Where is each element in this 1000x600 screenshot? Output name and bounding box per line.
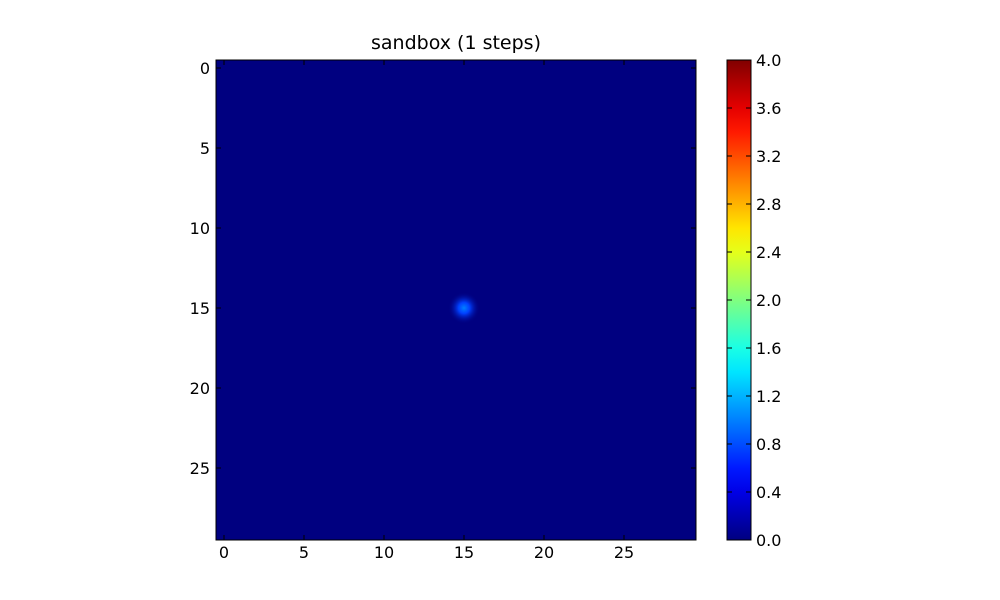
chart-title: sandbox (1 steps) — [371, 32, 541, 54]
colorbar-tick-label: 2.4 — [756, 243, 781, 262]
colorbar-tick-label: 3.2 — [756, 147, 781, 166]
colorbar-tick-label: 0.8 — [756, 435, 781, 454]
colorbar-tick-label: 1.2 — [756, 387, 781, 406]
colorbar-tick-label: 2.8 — [756, 195, 781, 214]
x-tick-label: 25 — [614, 543, 634, 562]
colorbar-tick-label: 0.4 — [756, 483, 781, 502]
x-tick-label: 15 — [454, 543, 474, 562]
y-tick-label: 5 — [200, 139, 210, 158]
y-tick-label: 0 — [200, 59, 210, 78]
colorbar: 0.0 0.4 0.8 1.2 1.6 2.0 2.4 2.8 3.2 3.6 4.0 — [726, 51, 781, 550]
y-tick-label: 25 — [190, 459, 210, 478]
y-tick-label: 15 — [190, 299, 210, 318]
x-tick-label: 10 — [374, 543, 394, 562]
colorbar-tick-label: 4.0 — [756, 51, 781, 70]
colorbar-tick-label: 2.0 — [756, 291, 781, 310]
heatmap-cell — [448, 292, 480, 324]
x-tick-label: 5 — [299, 543, 309, 562]
x-tick-label: 20 — [534, 543, 554, 562]
colorbar-tick-label: 0.0 — [756, 531, 781, 550]
axes: 0 5 10 15 20 25 0 5 10 15 20 25 — [190, 59, 697, 562]
colorbar-tick-label: 3.6 — [756, 99, 781, 118]
x-tick-label: 0 — [219, 543, 229, 562]
y-tick-label: 20 — [190, 379, 210, 398]
heatmap — [216, 60, 696, 540]
colorbar-tick-label: 1.6 — [756, 339, 781, 358]
plot-frame — [215, 59, 697, 541]
y-tick-label: 10 — [190, 219, 210, 238]
